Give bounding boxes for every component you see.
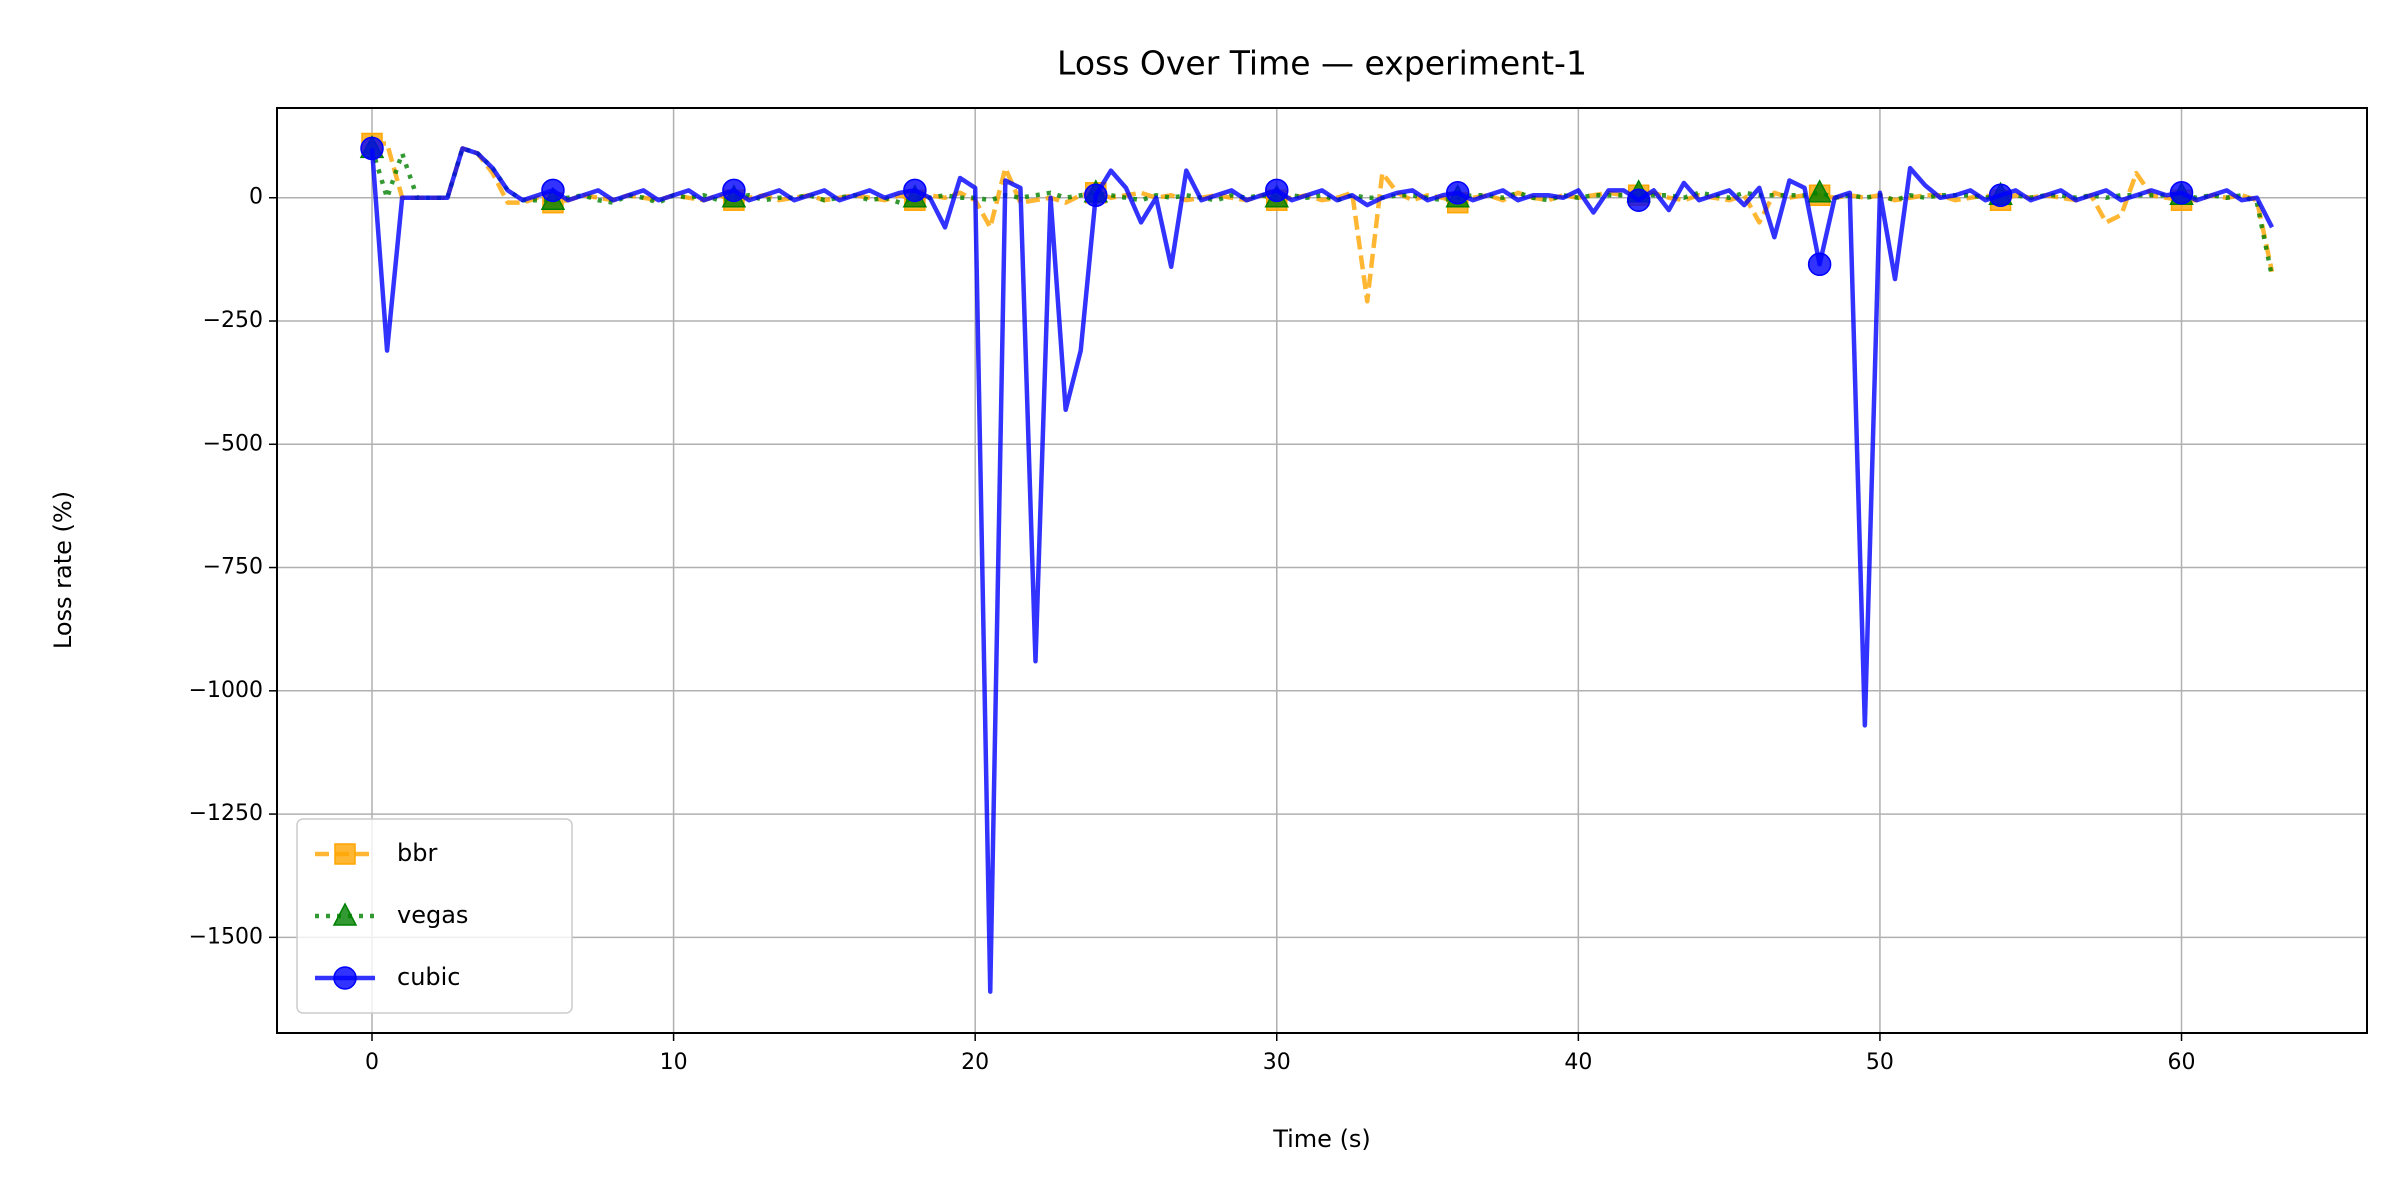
legend-marker	[334, 843, 356, 865]
chart-title: Loss Over Time — experiment-1	[1057, 44, 1587, 83]
marker	[1445, 181, 1470, 205]
axes: −1500 −1250 −1000 −750 −500 −250 0 0 10 20 30 40 50 6…	[189, 185, 2196, 1075]
x-tick-label: 20	[961, 1050, 989, 1075]
plot-area	[359, 132, 2275, 994]
x-tick-label: 10	[660, 1050, 688, 1075]
axes-frame	[276, 107, 2368, 1034]
x-axis-label: Time (s)	[1272, 1125, 1371, 1153]
line	[372, 141, 2275, 304]
x-tick-label: 30	[1263, 1050, 1291, 1075]
legend: bbr vegas cubic	[296, 818, 573, 1014]
legend-label: cubic	[397, 963, 461, 991]
x-tick-label: 50	[1866, 1050, 1894, 1075]
y-tick-label: −1000	[189, 678, 263, 703]
marker	[2169, 181, 2194, 205]
legend-box	[296, 818, 573, 1014]
marker	[722, 178, 746, 203]
marker	[541, 178, 565, 203]
marker	[1626, 188, 1651, 212]
y-tick-label: −250	[203, 308, 263, 333]
legend-label: bbr	[397, 839, 437, 867]
x-tick-label: 40	[1564, 1050, 1592, 1075]
legend-marker	[332, 902, 358, 926]
marker	[1807, 179, 1832, 203]
legend-label: vegas	[397, 901, 468, 929]
x-tick-label: 0	[365, 1050, 379, 1075]
y-axis-label: Loss rate (%)	[49, 491, 77, 649]
y-tick-label: −500	[203, 431, 263, 456]
marker	[360, 136, 384, 161]
marker	[903, 178, 927, 203]
y-tick-label: −750	[203, 555, 263, 580]
y-tick-label: −1250	[189, 801, 263, 826]
grid	[277, 108, 2367, 1033]
marker	[1807, 252, 1832, 277]
marker	[1988, 183, 2013, 208]
marker	[1265, 178, 1289, 203]
y-tick-label: 0	[249, 185, 263, 210]
marker	[1084, 183, 1108, 208]
x-tick-label: 60	[2168, 1050, 2196, 1075]
y-tick-label: −1500	[189, 924, 263, 949]
legend-marker	[333, 966, 357, 990]
line	[369, 146, 2275, 994]
